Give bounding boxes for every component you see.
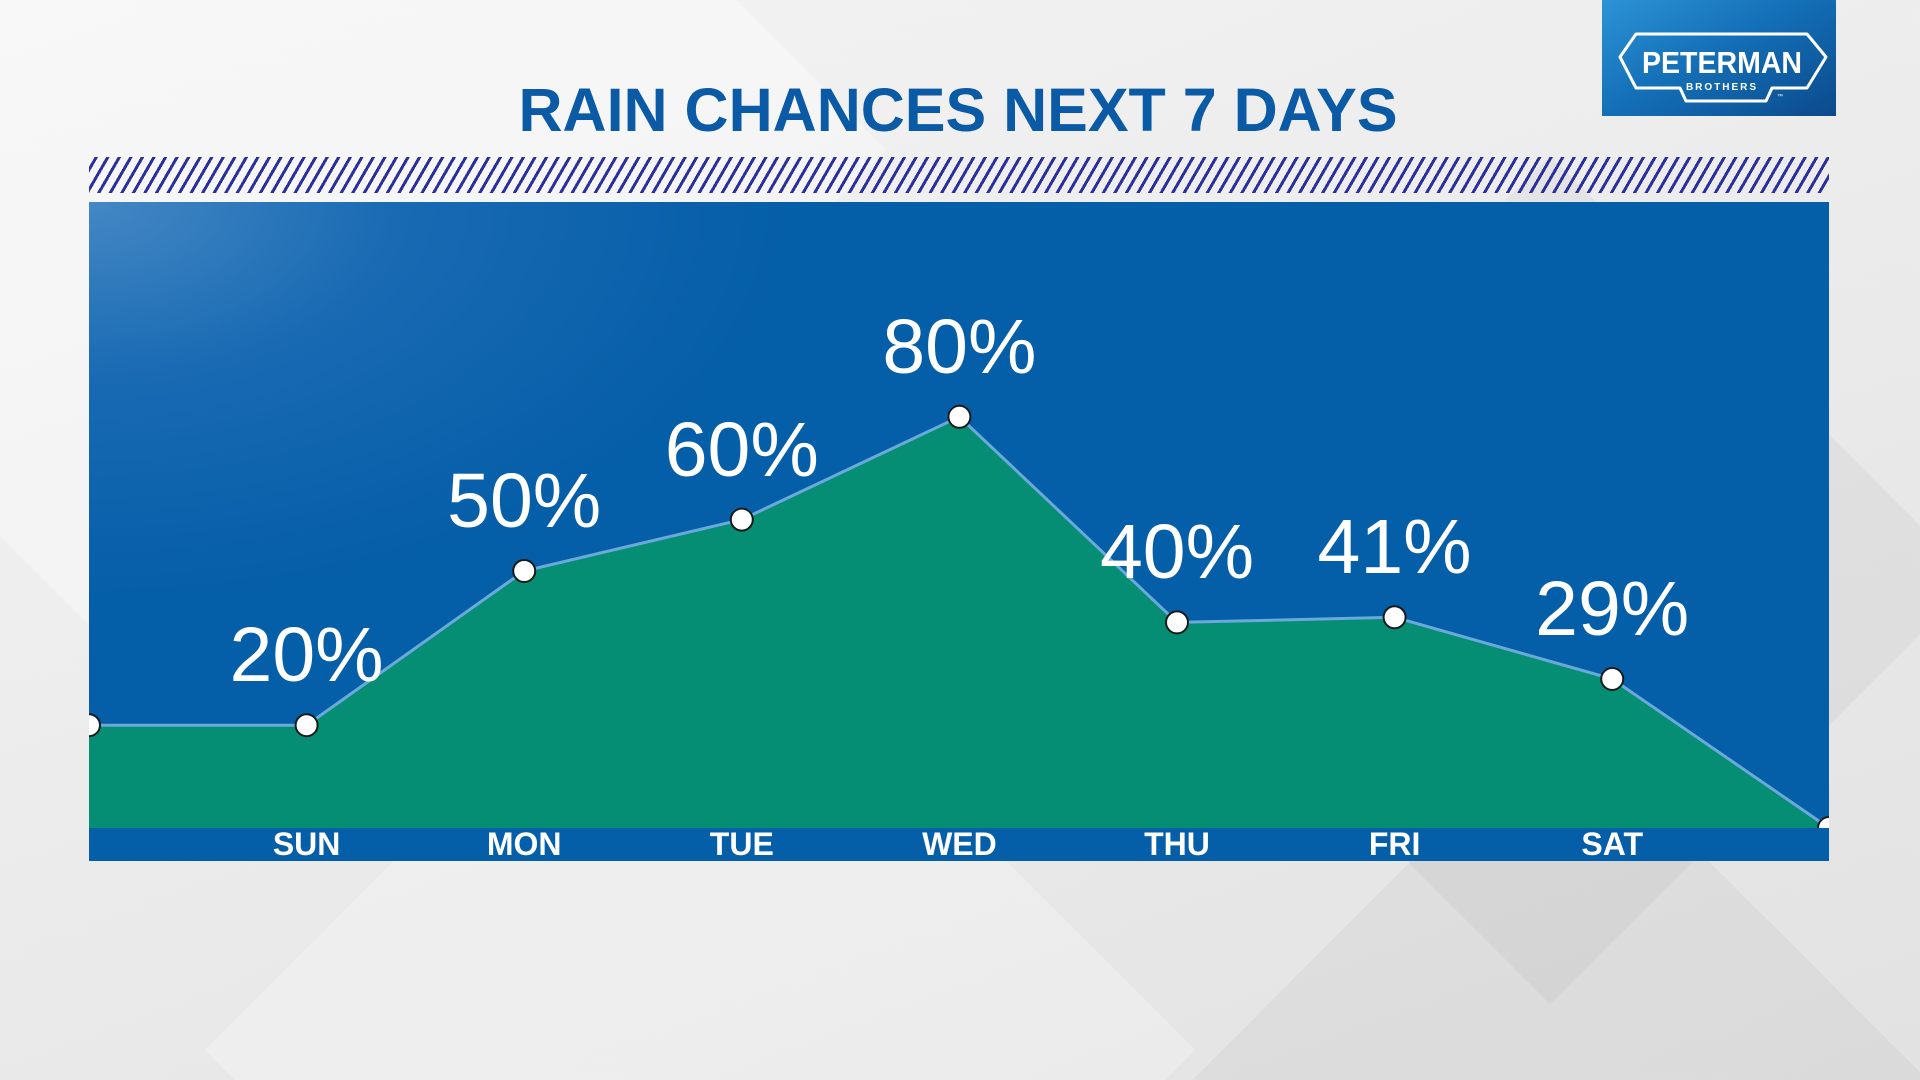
logo-name: PETERMAN (1642, 45, 1802, 80)
value-label-thu: 40% (1099, 509, 1255, 596)
logo-badge-icon: PETERMAN BROTHERS ™ (1618, 32, 1828, 103)
day-label-fri: FRI (1368, 826, 1421, 861)
data-point-marker-icon (1165, 610, 1189, 635)
day-label-thu: THU (1144, 826, 1210, 861)
value-label-sun: 20% (229, 612, 384, 699)
chart-title: RAIN CHANCES NEXT 7 DAYS (518, 76, 1398, 144)
decorative-hatch-stripe (89, 157, 1829, 193)
data-point-marker-icon (89, 713, 101, 738)
sponsor-logo: PETERMAN BROTHERS ™ (1602, 0, 1836, 116)
data-point-marker-icon (1600, 666, 1625, 691)
data-point-marker-icon (1382, 605, 1407, 630)
value-label-wed: 80% (882, 303, 1037, 390)
data-points (89, 404, 1829, 840)
rain-area (89, 416, 1829, 828)
day-label-tue: TUE (709, 826, 774, 861)
day-label-mon: MON (486, 826, 562, 861)
value-label-sat: 29% (1535, 565, 1690, 652)
logo-sub: BROTHERS (1686, 82, 1758, 93)
day-label-sun: SUN (272, 826, 341, 861)
data-point-marker-icon (947, 404, 972, 429)
value-label-mon: 50% (447, 458, 602, 544)
data-point-marker-icon (294, 713, 319, 738)
chart-panel: 20% 50% 60% 80% 40% 41% 29% SUN MON TUE … (89, 202, 1829, 861)
day-label-sat: SAT (1581, 826, 1643, 861)
data-point-marker-icon (729, 507, 754, 532)
day-axis: SUN MON TUE WED THU FRI SAT (89, 828, 1829, 861)
logo-trademark: ™ (1777, 93, 1783, 100)
value-label-tue: 60% (664, 406, 819, 493)
area-chart (89, 404, 1829, 840)
day-label-wed: WED (922, 826, 997, 861)
value-label-fri: 41% (1317, 504, 1472, 591)
data-point-marker-icon (512, 559, 537, 583)
